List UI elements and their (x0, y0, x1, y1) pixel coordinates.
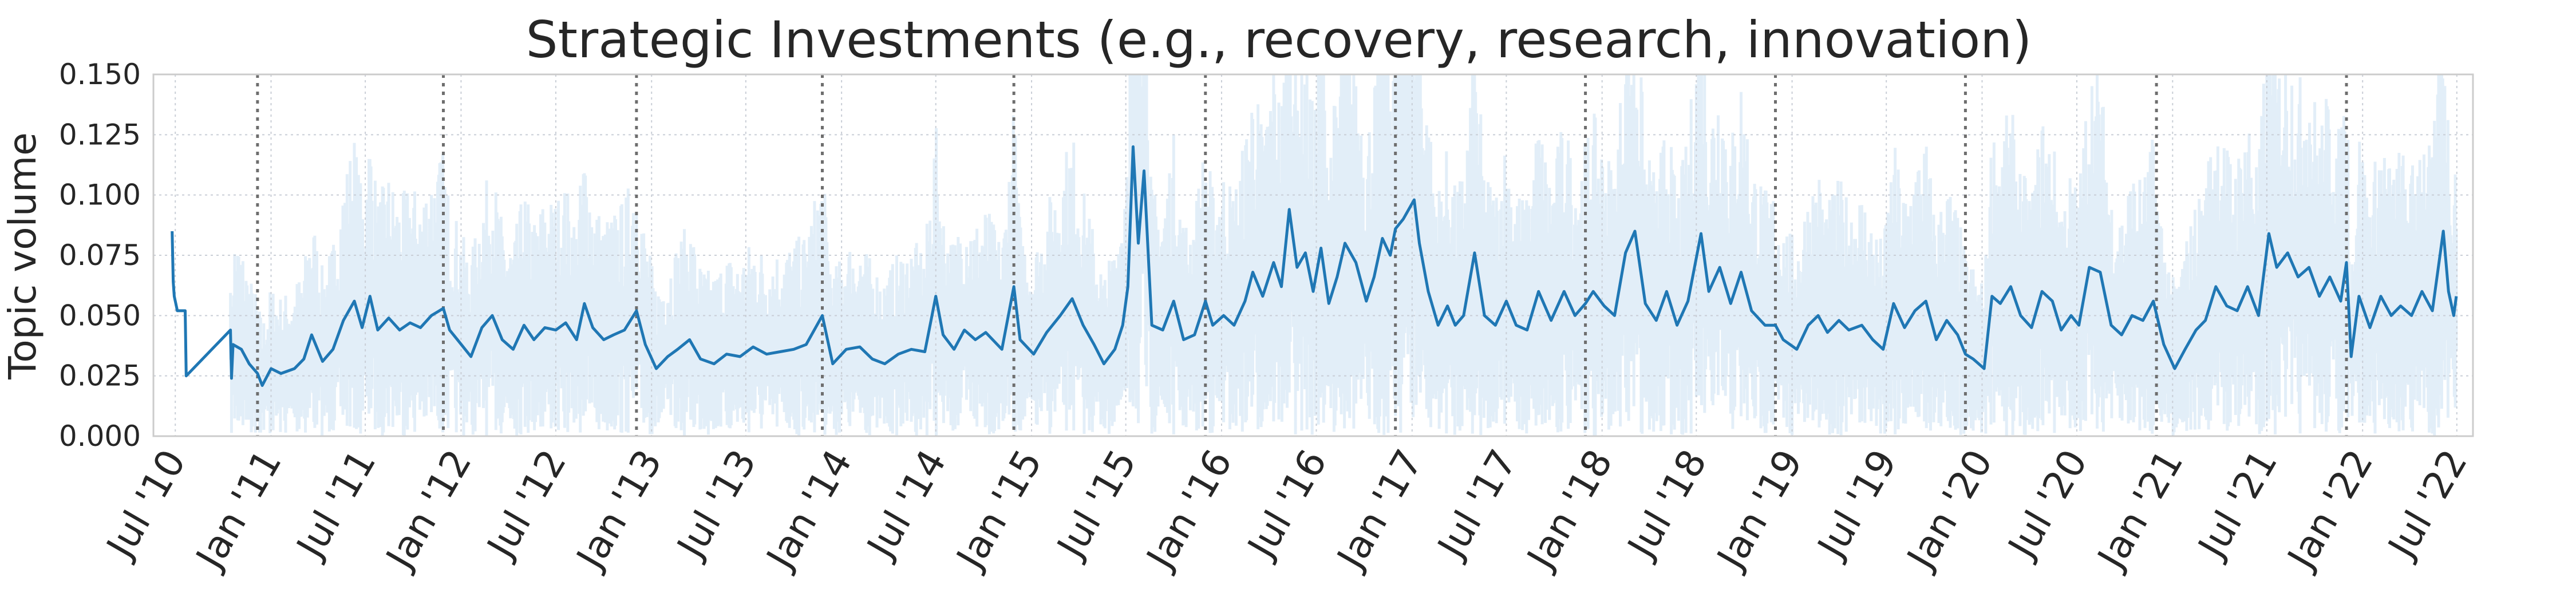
x-tick-label: Jan '16 (1137, 442, 1240, 578)
x-tick-label: Jan '22 (2278, 442, 2381, 578)
x-tick-label: Jul '19 (1808, 442, 1905, 567)
chart-title: Strategic Investments (e.g., recovery, r… (526, 10, 2032, 69)
x-tick-label: Jul '22 (2379, 442, 2476, 567)
x-tick-label: Jan '15 (947, 442, 1050, 578)
x-tick-label: Jan '14 (757, 442, 860, 578)
x-tick-label: Jul '11 (287, 442, 384, 567)
x-tick-label: Jan '12 (377, 442, 480, 578)
x-tick-label: Jul '13 (667, 442, 765, 567)
series-line (171, 145, 2458, 387)
x-tick-label: Jul '21 (2188, 442, 2286, 567)
x-tick-label: Jul '20 (1998, 442, 2096, 567)
x-tick-label: Jul '16 (1238, 442, 1336, 567)
x-tick-label: Jan '18 (1518, 442, 1621, 578)
y-tick-label: 0.100 (59, 179, 141, 212)
variance-band (229, 74, 2458, 436)
series-line-group (171, 145, 2458, 387)
y-tick-labels: 0.000 0.025 0.050 0.075 0.100 0.125 0.150 (59, 58, 141, 453)
y-tick-label: 0.125 (59, 118, 141, 151)
x-tick-label: Jul '12 (477, 442, 575, 567)
variance-band-path (229, 74, 2458, 436)
x-tick-label: Jul '18 (1618, 442, 1716, 567)
x-tick-label: Jan '19 (1708, 442, 1811, 578)
plot-frame (152, 73, 2474, 437)
x-tick-label: Jul '10 (97, 442, 194, 567)
x-tick-label: Jul '17 (1428, 442, 1526, 567)
x-tick-label: Jan '11 (187, 442, 290, 578)
y-tick-label: 0.075 (59, 239, 141, 272)
event-markers (256, 74, 2348, 436)
x-tick-label: Jan '17 (1327, 442, 1431, 578)
x-tick-label: Jan '20 (1898, 442, 2001, 578)
y-axis-label: Topic volume (1, 132, 45, 379)
y-tick-label: 0.025 (59, 359, 141, 393)
y-tick-label: 0.150 (59, 58, 141, 91)
y-tick-label: 0.000 (59, 420, 141, 453)
y-tick-label: 0.050 (59, 299, 141, 332)
x-tick-label: Jan '13 (567, 442, 670, 578)
x-tick-label: Jul '14 (858, 442, 955, 567)
x-tick-label: Jul '15 (1048, 442, 1145, 567)
x-tick-label: Jan '21 (2088, 442, 2192, 578)
